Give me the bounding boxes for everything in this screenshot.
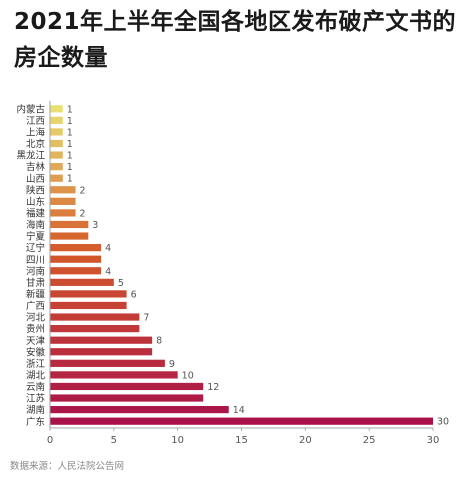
bar — [50, 186, 76, 194]
bar — [50, 325, 140, 333]
value-label: 9 — [169, 359, 175, 370]
category-label: 江苏 — [26, 393, 46, 405]
x-tick-label: 15 — [235, 435, 248, 446]
bar — [50, 417, 433, 425]
category-label: 海南 — [26, 219, 45, 231]
chart-title: 2021年上半年全国各地区发布破产文书的房企数量 — [14, 9, 457, 71]
value-label: 7 — [143, 313, 149, 324]
value-label: 1 — [67, 116, 73, 127]
bar — [50, 116, 63, 124]
value-label: 1 — [67, 174, 73, 185]
bar — [50, 151, 63, 159]
bar — [50, 394, 204, 402]
category-label: 山东 — [26, 196, 45, 208]
value-label: 4 — [105, 243, 111, 254]
bar — [50, 105, 63, 113]
value-label: 5 — [118, 278, 124, 289]
category-label: 广西 — [26, 300, 45, 312]
value-label: 1 — [67, 162, 73, 173]
category-label: 江西 — [26, 116, 45, 127]
value-label: 8 — [156, 336, 162, 347]
bar — [50, 139, 63, 148]
category-label: 湖北 — [26, 370, 46, 381]
value-label: 6 — [131, 289, 137, 300]
category-label: 天津 — [26, 336, 46, 347]
category-label: 北京 — [26, 138, 45, 150]
bar — [50, 220, 89, 229]
x-tick-label: 10 — [171, 435, 184, 446]
bar — [50, 163, 63, 171]
category-label: 湖南 — [26, 404, 45, 416]
value-label: 4 — [105, 266, 111, 277]
value-label: 12 — [207, 382, 219, 393]
category-label: 河北 — [26, 312, 46, 324]
category-label: 新疆 — [26, 289, 46, 301]
value-label: 30 — [437, 417, 449, 428]
bar — [50, 290, 127, 298]
category-label: 山西 — [26, 174, 45, 185]
category-label: 宁夏 — [26, 231, 46, 243]
x-tick-label: 20 — [299, 435, 312, 446]
bar — [50, 278, 114, 286]
bar — [50, 348, 153, 356]
value-label: 14 — [233, 405, 245, 416]
bar — [50, 301, 127, 310]
category-label: 四川 — [26, 255, 45, 266]
category-label: 贵州 — [26, 323, 45, 335]
value-label: 1 — [67, 151, 73, 162]
bar — [50, 244, 102, 252]
x-tick-label: 25 — [363, 435, 376, 446]
x-tick-label: 5 — [111, 435, 117, 446]
bar — [50, 174, 63, 182]
bar — [50, 313, 140, 321]
category-label: 黑龙江 — [16, 150, 45, 162]
bar — [50, 232, 89, 240]
category-label: 浙江 — [26, 358, 46, 370]
value-label: 2 — [80, 185, 86, 196]
value-label: 2 — [80, 208, 86, 219]
bar — [50, 209, 76, 217]
bar — [50, 128, 63, 136]
bar — [50, 359, 165, 367]
value-label: 3 — [92, 220, 98, 231]
category-label: 甘肃 — [26, 277, 45, 289]
x-tick-label: 30 — [427, 435, 440, 446]
category-label: 上海 — [26, 127, 46, 139]
value-label: 1 — [67, 104, 73, 115]
category-label: 广东 — [26, 416, 45, 428]
category-label: 陕西 — [26, 184, 45, 196]
category-label: 辽宁 — [26, 242, 45, 254]
category-label: 吉林 — [26, 161, 46, 173]
bar — [50, 406, 229, 414]
category-label: 内蒙古 — [16, 103, 45, 115]
category-label: 福建 — [26, 208, 46, 220]
data-source-note: 数据来源：人民法院公告网 — [10, 461, 125, 472]
category-label: 云南 — [26, 381, 45, 393]
category-label: 河南 — [26, 265, 45, 277]
bar — [50, 336, 153, 344]
value-label: 1 — [67, 127, 73, 138]
value-label: 1 — [67, 139, 73, 150]
bar — [50, 382, 204, 391]
bar — [50, 197, 76, 205]
bar — [50, 371, 178, 379]
bar — [50, 267, 102, 275]
x-tick-label: 0 — [47, 435, 53, 446]
category-label: 安徽 — [26, 346, 46, 358]
value-label: 10 — [182, 370, 194, 381]
bar — [50, 255, 102, 263]
